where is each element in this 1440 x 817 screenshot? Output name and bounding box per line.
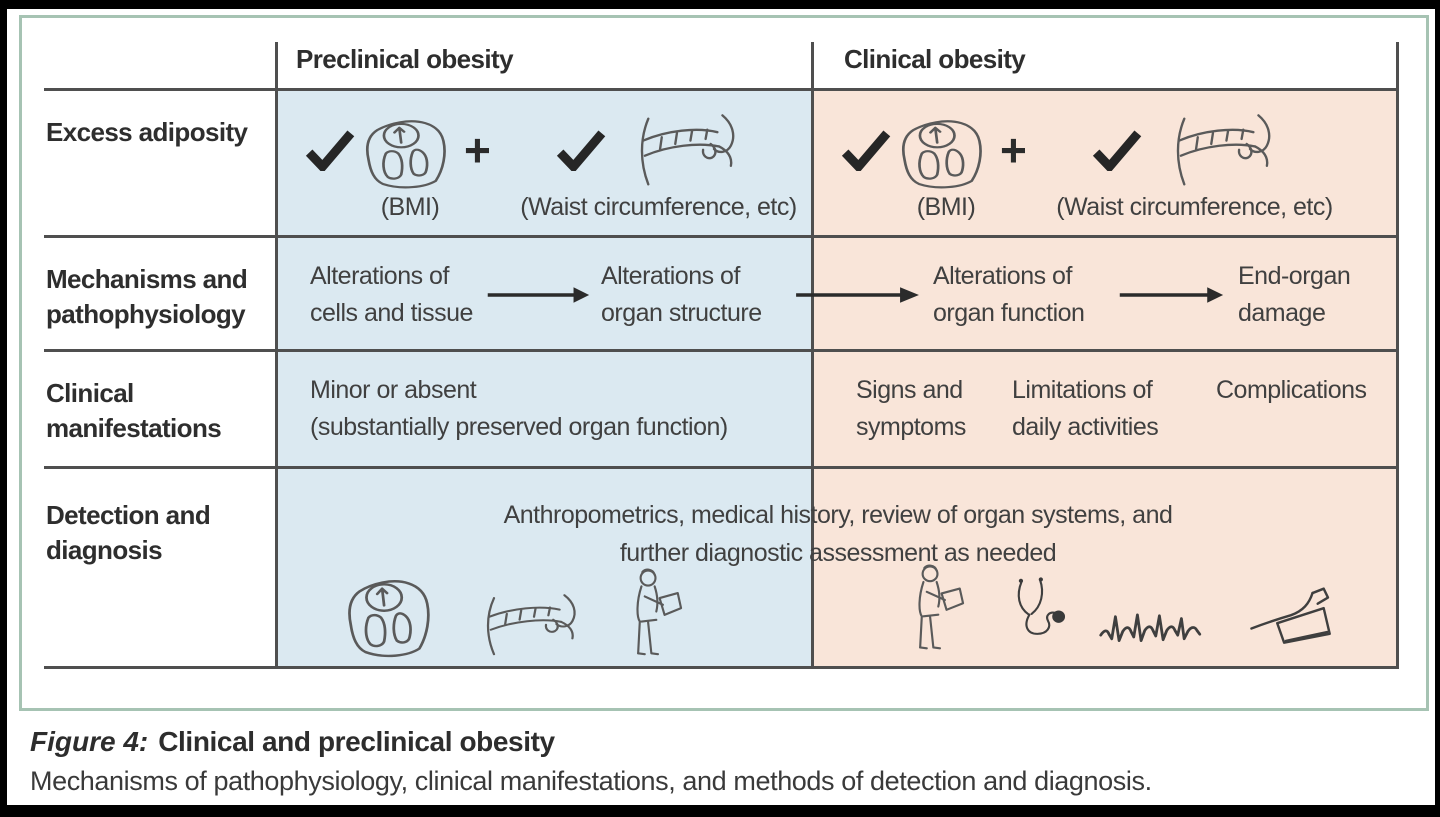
waist-circumference-caption: (Waist circumference, etc) xyxy=(520,193,797,221)
preclinical-manifestations-cell xyxy=(278,352,811,466)
plus-sign: + xyxy=(464,124,491,176)
manifestation-line: Limitations of xyxy=(1012,376,1153,404)
row-label-excess-adiposity: Excess adiposity xyxy=(46,117,248,147)
checkmark-icon xyxy=(305,129,355,171)
weighing-scale-icon xyxy=(894,113,990,191)
waist-circumference-caption: (Waist circumference, etc) xyxy=(1056,193,1333,221)
manifestation-line: daily activities xyxy=(1012,413,1159,441)
step-line: Alterations of xyxy=(933,262,1072,290)
table-divider-labels xyxy=(275,42,278,669)
weighing-scale-icon xyxy=(340,572,438,660)
arrow-right-icon xyxy=(1118,284,1224,306)
detection-line: further diagnostic assessment as needed xyxy=(619,539,1057,567)
table-rule-row1 xyxy=(44,235,1399,238)
weighing-scale-icon xyxy=(358,113,454,191)
manifestation-line: Complications xyxy=(1216,376,1367,404)
row-label-detection-diagnosis: Detection and diagnosis xyxy=(46,500,211,565)
doctor-with-chart-icon xyxy=(902,564,968,654)
step-line: End-organ xyxy=(1238,262,1351,290)
table-rule-header xyxy=(44,88,1399,91)
figure-caption-description: Mechanisms of pathophysiology, clinical … xyxy=(30,766,1152,796)
checkmark-icon xyxy=(1092,129,1142,171)
plus-sign: + xyxy=(1000,124,1027,176)
mechanism-step-end-organ-damage: End-organ damage xyxy=(1238,258,1351,332)
manifestations-preclinical-text: Minor or absent (substantially preserved… xyxy=(310,372,728,446)
arrow-right-icon xyxy=(486,284,590,306)
stethoscope-icon xyxy=(1006,576,1070,638)
step-line: Alterations of xyxy=(601,262,740,290)
row-label-clinical-manifestations: Clinical manifestations xyxy=(46,378,222,443)
manifestation-limitations: Limitations of daily activities xyxy=(1012,372,1159,446)
figure-border xyxy=(19,15,1429,711)
detection-description: Anthropometrics, medical history, review… xyxy=(278,496,1398,572)
arrow-right-icon xyxy=(794,284,920,306)
step-line: organ structure xyxy=(601,299,762,327)
column-header-clinical: Clinical obesity xyxy=(844,44,1026,74)
waist-measurement-icon xyxy=(623,107,741,191)
ecg-trace-icon xyxy=(1098,602,1208,648)
checkmark-icon xyxy=(556,129,606,171)
table-rule-row2 xyxy=(44,349,1399,352)
manifestation-line: Signs and xyxy=(856,376,963,404)
table-rule-row3 xyxy=(44,466,1399,469)
step-line: cells and tissue xyxy=(310,299,473,327)
step-line: Alterations of xyxy=(310,262,449,290)
table-rule-bottom xyxy=(44,666,1399,669)
mechanism-step-organ-structure: Alterations of organ structure xyxy=(601,258,762,332)
mechanism-step-cells-tissue: Alterations of cells and tissue xyxy=(310,258,473,332)
step-line: damage xyxy=(1238,299,1326,327)
table-right-border xyxy=(1396,42,1399,669)
manifestation-complications: Complications xyxy=(1216,372,1367,409)
manifestation-line: Minor or absent xyxy=(310,376,477,404)
manifestation-line: symptoms xyxy=(856,413,966,441)
row-label-mechanisms: Mechanisms and pathophysiology xyxy=(46,264,248,329)
figure-number-label: Figure 4: xyxy=(30,726,149,757)
manifestation-signs-symptoms: Signs and symptoms xyxy=(856,372,966,446)
manifestation-line: (substantially preserved organ function) xyxy=(310,413,728,441)
clinical-excess-adiposity-cell: + (BMI) (Waist circumference, etc) xyxy=(814,91,1397,235)
preclinical-excess-adiposity-cell: + (BMI) (Waist circumference, etc) xyxy=(278,91,811,235)
clinician-taking-notes-icon xyxy=(620,568,686,660)
clinical-manifestations-cell xyxy=(814,352,1397,466)
patient-examination-icon xyxy=(1248,586,1334,648)
mechanism-step-organ-function: Alterations of organ function xyxy=(933,258,1085,332)
column-header-preclinical: Preclinical obesity xyxy=(296,44,514,74)
table-divider-columns xyxy=(811,42,814,669)
waist-measurement-icon xyxy=(1159,107,1277,191)
bmi-caption: (BMI) xyxy=(380,193,440,221)
waist-measurement-icon xyxy=(470,588,582,660)
step-line: organ function xyxy=(933,299,1085,327)
bmi-caption: (BMI) xyxy=(916,193,976,221)
figure-title: Clinical and preclinical obesity xyxy=(158,726,555,757)
checkmark-icon xyxy=(841,129,891,171)
clinical-detection-cell xyxy=(814,469,1397,666)
figure-caption-title: Figure 4: Clinical and preclinical obesit… xyxy=(30,726,555,758)
detection-line: Anthropometrics, medical history, review… xyxy=(503,501,1173,529)
